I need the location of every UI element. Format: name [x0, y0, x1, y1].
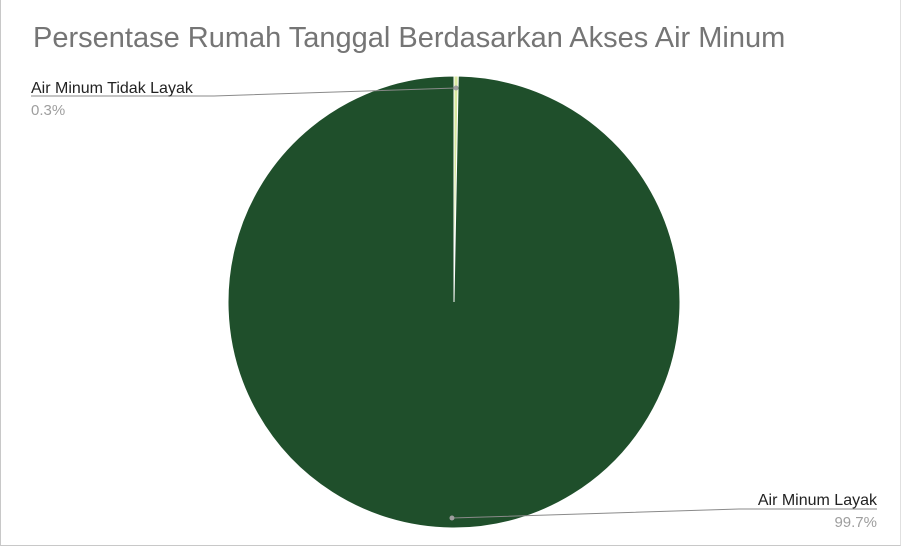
callout-line: [31, 87, 457, 97]
callout-0: Air Minum Tidak Layak 0.3%: [31, 80, 459, 119]
callout-line: [451, 508, 877, 519]
slice-label: Air Minum Layak: [758, 492, 878, 509]
callout-dot: [449, 515, 455, 521]
pie-slice-1[interactable]: [227, 75, 681, 529]
callout-dot: [453, 85, 459, 91]
chart-title: Persentase Rumah Tanggal Berdasarkan Aks…: [33, 22, 786, 54]
slice-percent: 99.7%: [834, 514, 877, 531]
slice-percent: 0.3%: [31, 102, 65, 119]
callout-1: Air Minum Layak 99.7%: [449, 492, 878, 531]
slice-label: Air Minum Tidak Layak: [31, 80, 194, 97]
